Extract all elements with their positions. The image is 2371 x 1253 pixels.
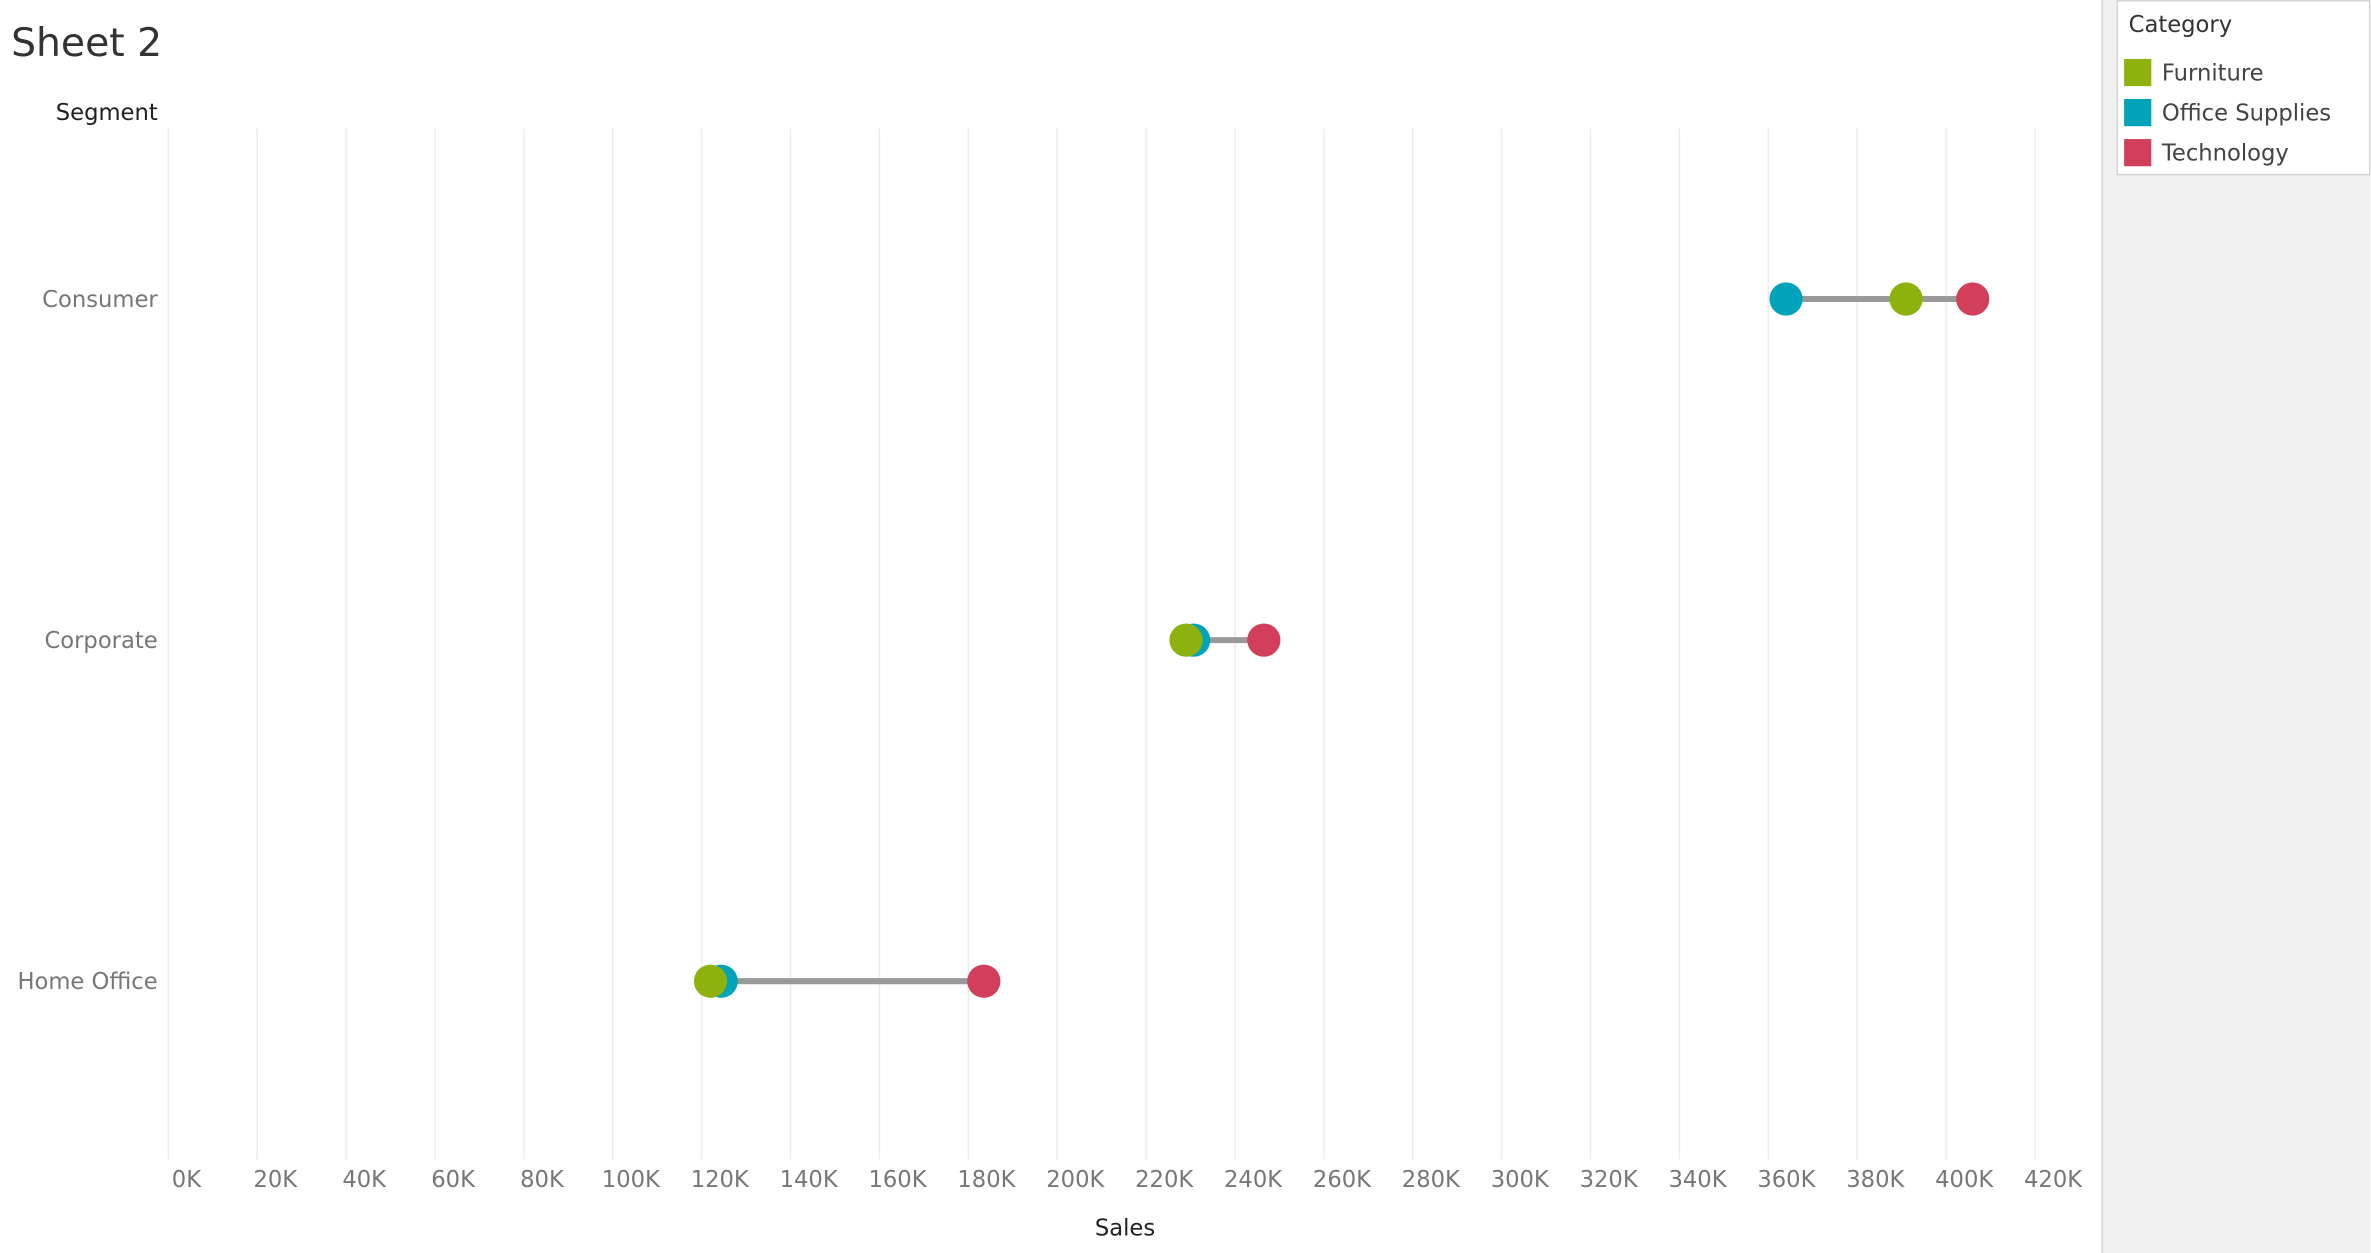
side-panel: [2101, 0, 2371, 1253]
x-tick-label: 360K: [1757, 1167, 1816, 1193]
dot: [1956, 282, 1990, 316]
x-tick-label: 100K: [602, 1167, 661, 1193]
y-tick-label: Corporate: [44, 628, 157, 654]
x-tick-label: 380K: [1846, 1167, 1905, 1193]
legend-label: Technology: [2161, 141, 2289, 167]
x-tick-label: 20K: [253, 1167, 298, 1193]
dot: [1169, 623, 1203, 657]
x-tick-label: 280K: [1402, 1167, 1461, 1193]
x-axis-title: Sales: [1095, 1215, 1155, 1241]
legend-swatch: [2124, 99, 2152, 127]
dot: [693, 964, 728, 998]
x-tick-label: 320K: [1580, 1167, 1639, 1193]
x-tick-label: 260K: [1313, 1167, 1372, 1193]
legend-title: Category: [2129, 12, 2232, 38]
y-axis-title: Segment: [56, 100, 158, 126]
legend-label: Office Supplies: [2162, 101, 2331, 127]
dot: [1769, 282, 1803, 316]
legend-swatch: [2124, 139, 2152, 167]
chart-title: Sheet 2: [11, 21, 162, 66]
x-tick-label: 340K: [1668, 1167, 1727, 1193]
legend: Furniture Office Supplies Technology: [2124, 58, 2331, 167]
x-tick-label: 160K: [868, 1167, 927, 1193]
dot: [1889, 282, 1923, 316]
marks: [693, 282, 1990, 998]
x-tick-label: 180K: [957, 1167, 1016, 1193]
legend-label: Furniture: [2162, 61, 2264, 87]
x-tick-label: 200K: [1046, 1167, 1105, 1193]
y-tick-label: Consumer: [42, 287, 158, 313]
y-tick-label: Home Office: [17, 969, 157, 995]
legend-box: [2116, 0, 2371, 176]
x-tick-label: 0K: [172, 1167, 202, 1193]
x-tick-label: 40K: [342, 1167, 387, 1193]
x-tick-label: 140K: [780, 1167, 839, 1193]
x-tick-label: 220K: [1135, 1167, 1194, 1193]
x-tick-label: 420K: [2024, 1167, 2083, 1193]
x-tick-label: 300K: [1491, 1167, 1550, 1193]
x-tick-label: 120K: [691, 1167, 750, 1193]
x-tick-label: 60K: [431, 1167, 476, 1193]
x-tick-label: 80K: [520, 1167, 565, 1193]
dot: [1247, 623, 1281, 657]
dot: [967, 964, 1001, 998]
x-tick-label: 400K: [1935, 1167, 1994, 1193]
legend-swatch: [2124, 58, 2152, 87]
x-tick-label: 240K: [1224, 1167, 1283, 1193]
grid: 0K 20K 40K 60K 80K 100K 120K 140K 160K 180K 200K 22…: [17, 128, 2083, 1193]
